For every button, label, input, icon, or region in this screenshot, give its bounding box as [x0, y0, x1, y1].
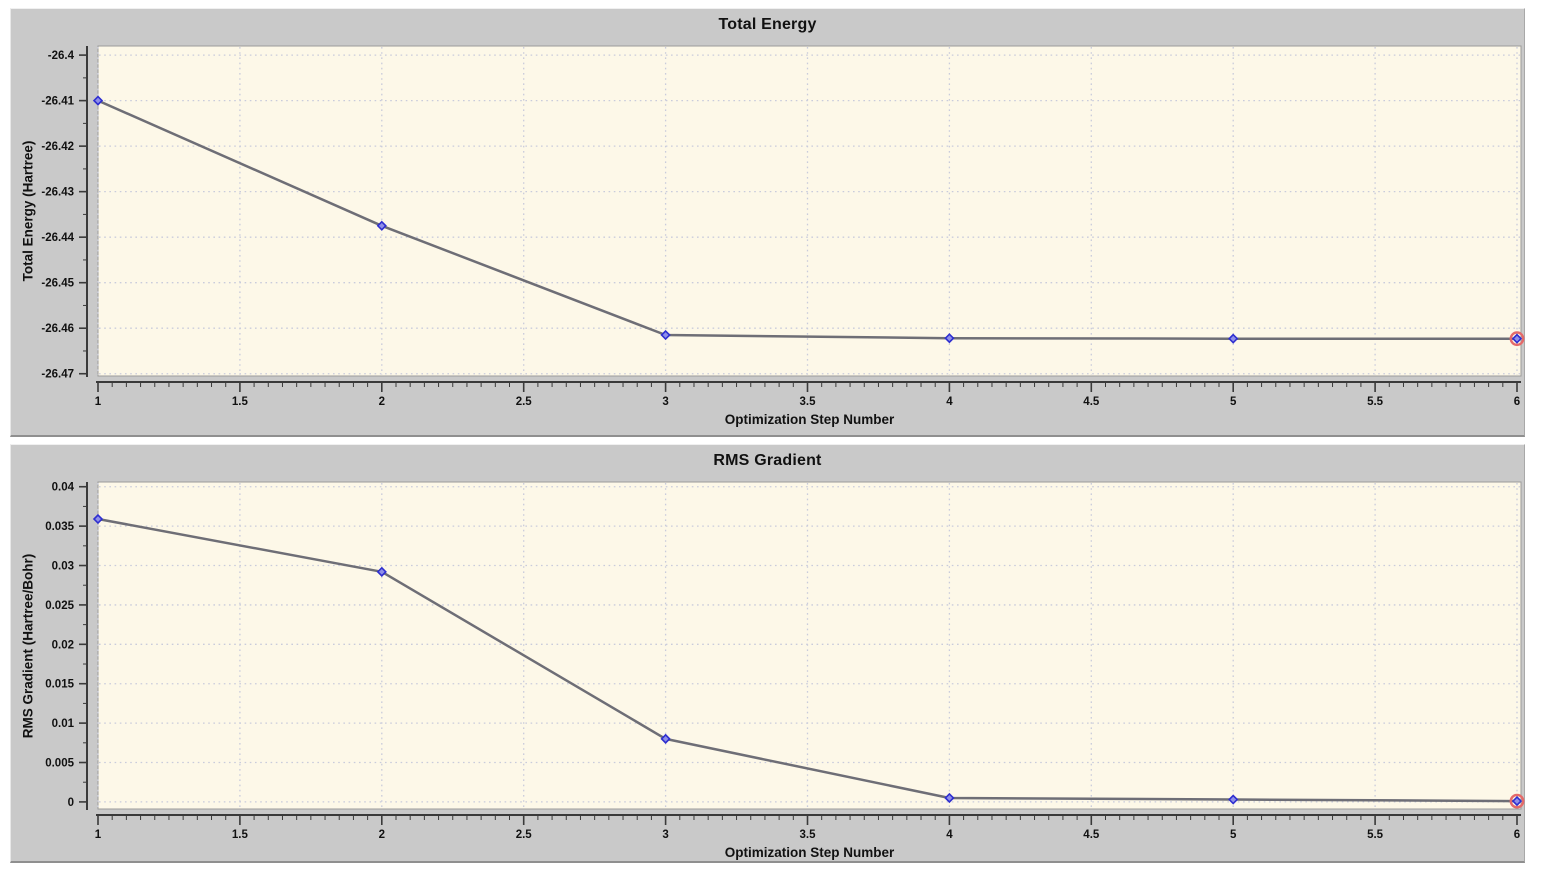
- y-tick-label: -26.4: [48, 50, 75, 62]
- y-tick-label: -26.44: [41, 232, 74, 244]
- data-point-marker: [660, 329, 671, 341]
- x-tick-label: 4: [946, 396, 953, 408]
- y-tick-label: -26.46: [41, 323, 74, 335]
- y-axis-title-total-energy: Total Energy (Hartree): [20, 140, 36, 282]
- data-point-marker: [944, 792, 955, 804]
- x-tick-label: 4: [946, 829, 953, 841]
- plot-area: [97, 481, 1522, 810]
- data-point-marker: [376, 220, 387, 231]
- x-axis-title-top: Optimization Step Number: [724, 412, 895, 427]
- data-point-marker: [1228, 794, 1239, 805]
- rms-gradient-panel: 1 1.5 2 2.5 3 3.5 4 4.5 5 5.5 6 0 0.005 0.01 0.015 0.02…: [10, 444, 1525, 863]
- x-tick-label: 6: [1514, 829, 1520, 841]
- final-point-highlight-ring: [1509, 793, 1525, 809]
- plot-area: [97, 45, 1522, 377]
- x-tick-label: 6: [1514, 396, 1520, 408]
- x-tick-label: 2: [379, 396, 385, 408]
- x-tick-label: 4.5: [1083, 396, 1100, 408]
- data-point-marker: [944, 333, 955, 344]
- x-axis-title-bottom: Optimization Step Number: [724, 845, 895, 860]
- y-tick-label: 0.015: [45, 679, 74, 691]
- x-tick-label: 1.5: [232, 396, 249, 408]
- chart-title-rms-gradient: RMS Gradient: [713, 452, 822, 469]
- x-tick-label: 1: [95, 829, 102, 841]
- x-tick-label: 3: [662, 396, 668, 408]
- data-point-marker: [1228, 333, 1239, 344]
- x-tick-label: 2.5: [516, 396, 533, 408]
- y-axis-title-rms-gradient: RMS Gradient (Hartree/Bohr): [20, 553, 36, 738]
- rms-gradient-plot: 1 1.5 2 2.5 3 3.5 4 4.5 5 5.5 6 0 0.005 0.01 0.015 0.02…: [45, 481, 1525, 841]
- y-tick-label: -26.42: [41, 141, 74, 153]
- y-tick-label: 0.005: [45, 758, 74, 770]
- data-point-marker: [1511, 795, 1523, 807]
- y-tick-label: 0.025: [45, 600, 74, 612]
- total-energy-panel: 1 1.5 2 2.5 3 3.5 4 4.5 5 5.5 6 -26.4 -26.41 -26.42 -2…: [10, 8, 1525, 437]
- data-line: [97, 99, 1517, 340]
- data-point-marker: [660, 733, 671, 745]
- y-tick-label: -26.47: [41, 369, 74, 381]
- data-point-marker: [376, 566, 387, 577]
- data-point-marker: [1511, 333, 1523, 344]
- final-point-highlight-ring: [1509, 331, 1525, 347]
- x-tick-label: 1.5: [232, 829, 249, 841]
- x-tick-label: 3.5: [800, 396, 817, 408]
- y-tick-label: 0.03: [52, 561, 74, 573]
- x-tick-label: 5: [1230, 396, 1237, 408]
- x-tick-label: 3.5: [800, 829, 817, 841]
- x-tick-label: 5.5: [1367, 396, 1384, 408]
- y-tick-label: -26.43: [41, 187, 74, 199]
- x-tick-label: 1: [95, 396, 102, 408]
- x-tick-label: 2: [379, 829, 385, 841]
- x-tick-label: 5.5: [1367, 829, 1384, 841]
- y-tick-label: -26.45: [41, 278, 74, 290]
- y-tick-label: 0.035: [45, 521, 74, 533]
- total-energy-plot: 1 1.5 2 2.5 3 3.5 4 4.5 5 5.5 6 -26.4 -26.41 -26.42 -2…: [41, 45, 1525, 408]
- x-tick-label: 5: [1230, 829, 1237, 841]
- chart-title-total-energy: Total Energy: [718, 16, 817, 33]
- x-tick-label: 2.5: [516, 829, 533, 841]
- y-tick-label: 0.02: [52, 639, 74, 651]
- data-point-marker: [92, 95, 104, 106]
- y-tick-label: 0: [68, 797, 74, 809]
- y-tick-label: 0.04: [52, 482, 75, 494]
- data-point-marker: [92, 513, 104, 525]
- x-tick-label: 3: [662, 829, 668, 841]
- y-tick-label: -26.41: [41, 96, 74, 108]
- x-tick-label: 4.5: [1083, 829, 1100, 841]
- y-tick-label: 0.01: [52, 718, 75, 730]
- data-line: [97, 517, 1518, 803]
